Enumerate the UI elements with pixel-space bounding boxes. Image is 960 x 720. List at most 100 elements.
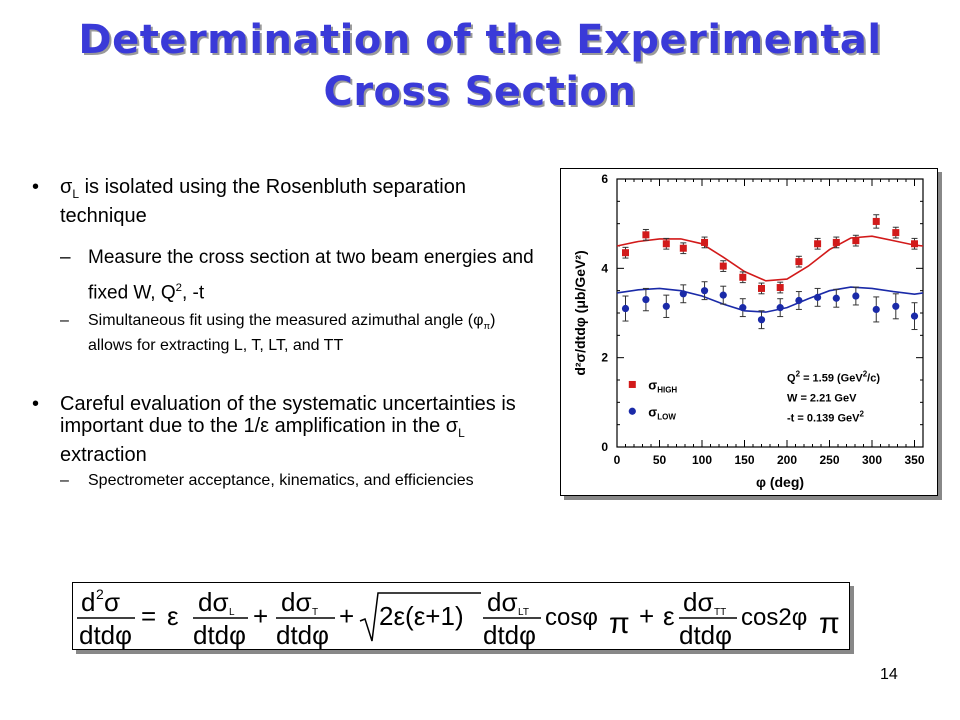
legend-marker-high [628,380,636,388]
bullet-1: • σL is isolated using the Rosenbluth se… [32,176,544,227]
kinematics-label: -t = 0.139 GeV2 [787,410,864,425]
eq-term-tt-den: dtdφ [679,620,732,649]
bullet-2-1-text: Spectrometer acceptance, kinematics, and… [88,471,474,489]
y-tick-label: 6 [601,172,608,186]
eq-epsilon-2: ε [663,601,675,631]
data-point-low [910,312,919,320]
bullet-1-1-text: Measure the cross section at two beam en… [88,247,534,304]
bullet-dot: • [32,176,40,198]
data-point-low [679,290,687,298]
eq-term-tt-sub: TT [714,607,726,618]
kinematics-value: = 0.139 GeV [794,413,860,425]
eq-lhs-num-sigma: σ [104,587,120,617]
kinematics-value: = 2.21 GeV [797,392,857,404]
y-axis-label: d²σ/dtdφ (μb/GeV²) [572,250,588,375]
cross-section-equation: d 2 σ dtdφ = ε dσ L dtdφ + dσ T dtdφ + 2… [77,586,840,650]
kinematics-sup: 2 [859,410,864,419]
page-number: 14 [880,666,898,683]
data-point-high [662,240,670,248]
x-tick-label: 100 [692,453,712,467]
eq-term-lt-num: dσ [487,587,518,617]
bullet-list: • σL is isolated using the Rosenbluth se… [32,176,544,492]
eq-pi-2: π [819,607,840,640]
bullet-1-sub: L [72,187,80,201]
data-point-low [892,302,900,310]
eq-term-l-sub: L [229,607,235,618]
eq-sqrt-sign [359,592,481,642]
data-point-high [758,284,765,292]
eq-pi-1: π [609,607,630,640]
data-point-low [739,304,747,312]
fit-curve-low [616,286,924,313]
bullet-1-1-text-end: , -t [181,282,205,304]
data-point-high [795,258,803,266]
bullet-2-1: – Spectrometer acceptance, kinematics, a… [32,470,544,492]
bullet-2-text-end: extraction [60,443,147,466]
legend-label-sub: HIGH [657,385,677,394]
data-point-low [832,294,840,302]
legend-label: σHIGH [648,377,677,394]
data-point-high [642,231,650,239]
data-point-low [872,305,880,314]
data-point-high [776,284,784,292]
eq-plus: + [339,601,354,631]
chart-frame: 0 50 100 150 200 250 300 350 0 2 4 6 φ (deg) d²σ/dtdφ… [560,168,938,496]
data-point-high [872,217,880,225]
x-tick-label: 250 [819,453,839,467]
data-point-high [719,262,727,270]
bullet-2-sub: L [458,425,465,440]
eq-cos-2phi: cos2φ [741,604,807,631]
bullet-dash: – [60,247,71,268]
data-point-low [795,296,803,305]
x-tick-label: 0 [614,453,621,467]
data-point-high [852,237,860,245]
eq-cos-phi: cosφ [545,604,598,631]
title-line-2: Cross Section [323,69,637,115]
y-tick-label: 4 [601,261,608,275]
bullet-1-1-sup: 2 [175,282,182,294]
x-tick-label: 350 [904,453,924,467]
data-point-high [701,238,709,246]
kinematics-label: W = 2.21 GeV [787,392,857,404]
bullet-dash: – [60,471,69,489]
data-point-low [814,293,822,301]
eq-sqrt-content: 2ε(ε+1) [379,601,464,631]
bullet-1-2-sub: π [483,321,491,333]
data-point-low [621,304,630,313]
x-tick-label: 150 [734,453,754,467]
bullet-2-text: Careful evaluation of the systematic unc… [60,392,516,437]
kinematics-value: = 1.59 (GeV [800,372,863,384]
bullet-2: • Careful evaluation of the systematic u… [32,393,544,466]
data-point-high [679,244,687,252]
data-point-high [832,238,840,246]
data-point-low [757,316,766,324]
fit-curve-high [616,235,924,282]
data-point-low [719,291,727,299]
bullet-1-text: is isolated using the Rosenbluth separat… [60,176,466,227]
kinematics-label: Q2 = 1.59 (GeV2/c) [787,369,880,384]
legend-label: σLOW [648,404,676,421]
eq-plus: + [639,601,654,631]
eq-equals: = [141,601,156,631]
data-point-low [662,302,670,310]
legend-marker-low [628,407,636,415]
x-tick-label: 50 [653,453,667,467]
x-tick-label: 300 [862,453,882,467]
data-point-high [911,240,918,248]
bullet-1-2-text-end: ) allows for extracting L, T, LT, and TT [88,312,496,354]
eq-lhs-den: dtdφ [79,620,132,649]
data-point-low [642,296,650,304]
data-point-high [892,229,900,237]
eq-term-t-num: dσ [281,587,312,617]
data-point-high [739,273,747,281]
eq-term-tt-num: dσ [683,587,714,617]
eq-epsilon: ε [167,601,179,631]
eq-term-t-sub: T [312,607,318,618]
eq-plus: + [253,601,268,631]
eq-term-l-num: dσ [198,587,229,617]
y-tick-label: 0 [601,440,608,454]
eq-term-lt-den: dtdφ [483,620,536,649]
data-point-low [776,304,784,312]
eq-term-l-den: dtdφ [193,620,246,649]
eq-term-t-den: dtdφ [276,620,329,649]
